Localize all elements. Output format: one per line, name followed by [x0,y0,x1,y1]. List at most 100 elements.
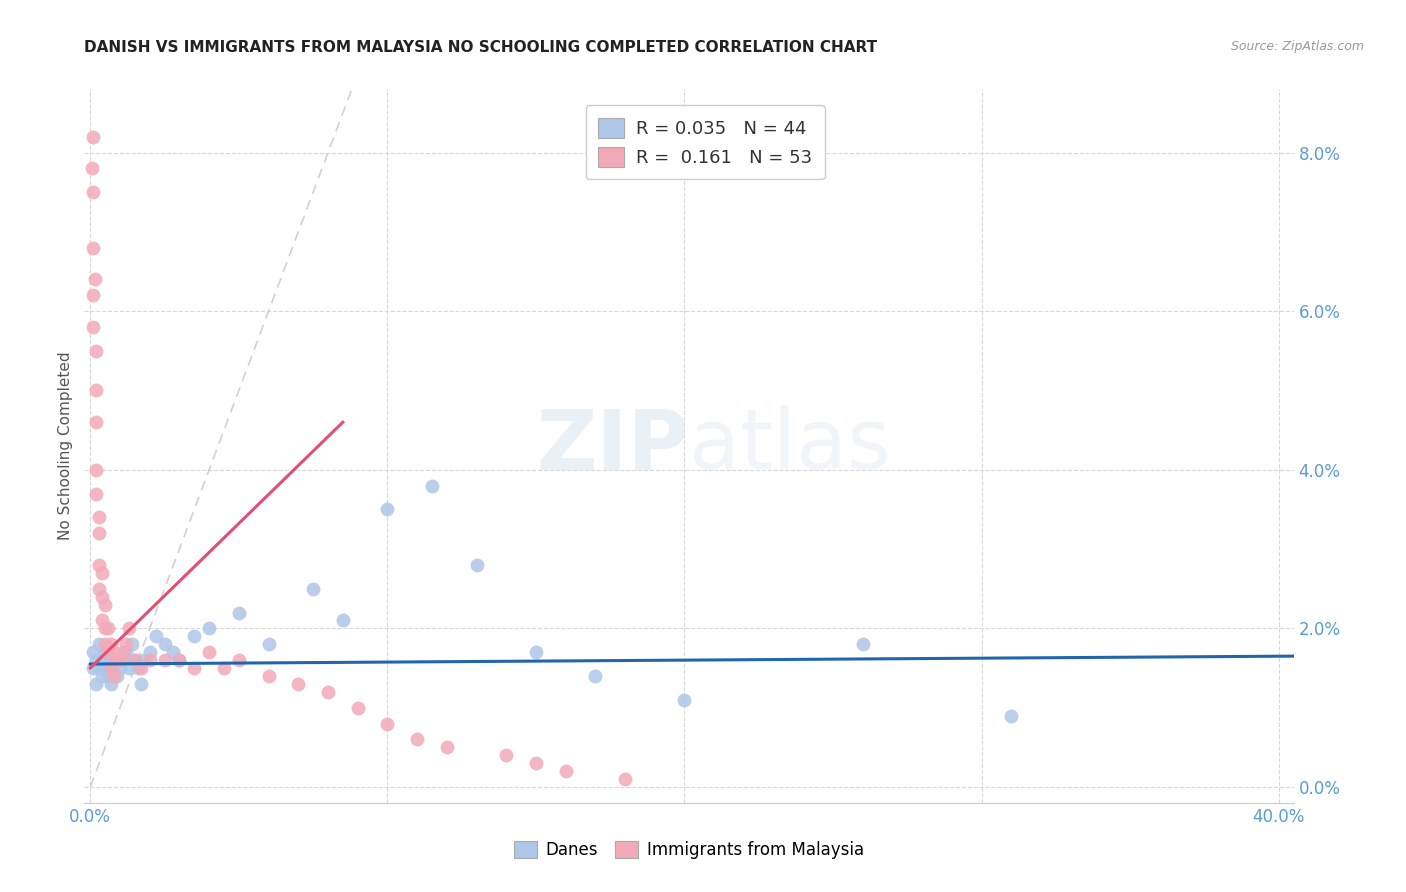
Point [436,740,458,755]
Point [100,661,122,675]
Point [82,661,104,675]
Point [138,653,160,667]
Point [583,669,606,683]
Point [132,653,155,667]
Point [91,614,114,628]
Point [228,653,250,667]
Point [91,669,114,683]
Point [377,502,399,516]
Point [115,637,138,651]
Point [121,637,143,651]
Y-axis label: No Schooling Completed: No Schooling Completed [58,351,73,541]
Point [89,637,111,651]
Point [332,614,354,628]
Point [153,637,176,651]
Point [82,186,104,200]
Point [82,320,104,334]
Point [111,653,134,667]
Point [103,669,125,683]
Point [554,764,576,778]
Text: Source: ZipAtlas.com: Source: ZipAtlas.com [1230,40,1364,54]
Point [97,653,120,667]
Point [257,637,280,651]
Point [105,669,128,683]
Point [614,772,637,786]
Point [103,653,125,667]
Point [97,645,120,659]
Text: atlas: atlas [689,406,890,486]
Point [108,661,131,675]
Point [84,677,107,691]
Point [84,384,107,398]
Point [91,653,114,667]
Point [111,645,134,659]
Point [852,637,875,651]
Point [84,415,107,429]
Point [82,288,104,302]
Point [100,637,122,651]
Point [89,558,111,572]
Point [94,598,117,612]
Point [673,692,696,706]
Point [105,653,128,667]
Point [84,486,107,500]
Point [287,677,309,691]
Point [83,272,105,286]
Point [228,606,250,620]
Text: ZIP: ZIP [537,406,689,486]
Point [100,677,122,691]
Point [82,645,104,659]
Legend: Danes, Immigrants from Malaysia: Danes, Immigrants from Malaysia [508,834,870,866]
Point [183,629,205,643]
Point [162,645,184,659]
Point [89,661,111,675]
Point [84,343,107,358]
Point [94,661,117,675]
Point [169,653,191,667]
Point [153,653,176,667]
Point [94,637,117,651]
Point [183,661,205,675]
Point [198,645,221,659]
Point [80,161,103,176]
Point [406,732,429,747]
Point [103,645,125,659]
Point [127,661,149,675]
Point [84,463,107,477]
Text: DANISH VS IMMIGRANTS FROM MALAYSIA NO SCHOOLING COMPLETED CORRELATION CHART: DANISH VS IMMIGRANTS FROM MALAYSIA NO SC… [84,40,877,55]
Point [212,661,235,675]
Point [82,129,104,144]
Point [84,653,107,667]
Point [94,645,117,659]
Point [108,653,131,667]
Point [377,716,399,731]
Point [129,661,152,675]
Point [89,510,111,524]
Point [118,661,141,675]
Point [169,653,191,667]
Point [145,629,167,643]
Point [91,590,114,604]
Point [89,582,111,596]
Point [495,748,517,763]
Point [94,621,117,635]
Point [316,685,339,699]
Point [97,669,120,683]
Point [346,700,368,714]
Point [524,756,547,771]
Point [89,526,111,541]
Point [100,661,122,675]
Point [124,653,146,667]
Point [524,645,547,659]
Point [124,653,146,667]
Point [138,645,160,659]
Point [420,478,443,492]
Point [82,241,104,255]
Point [465,558,488,572]
Point [91,566,114,580]
Point [1000,708,1022,723]
Point [302,582,325,596]
Point [257,669,280,683]
Point [118,621,141,635]
Point [115,645,138,659]
